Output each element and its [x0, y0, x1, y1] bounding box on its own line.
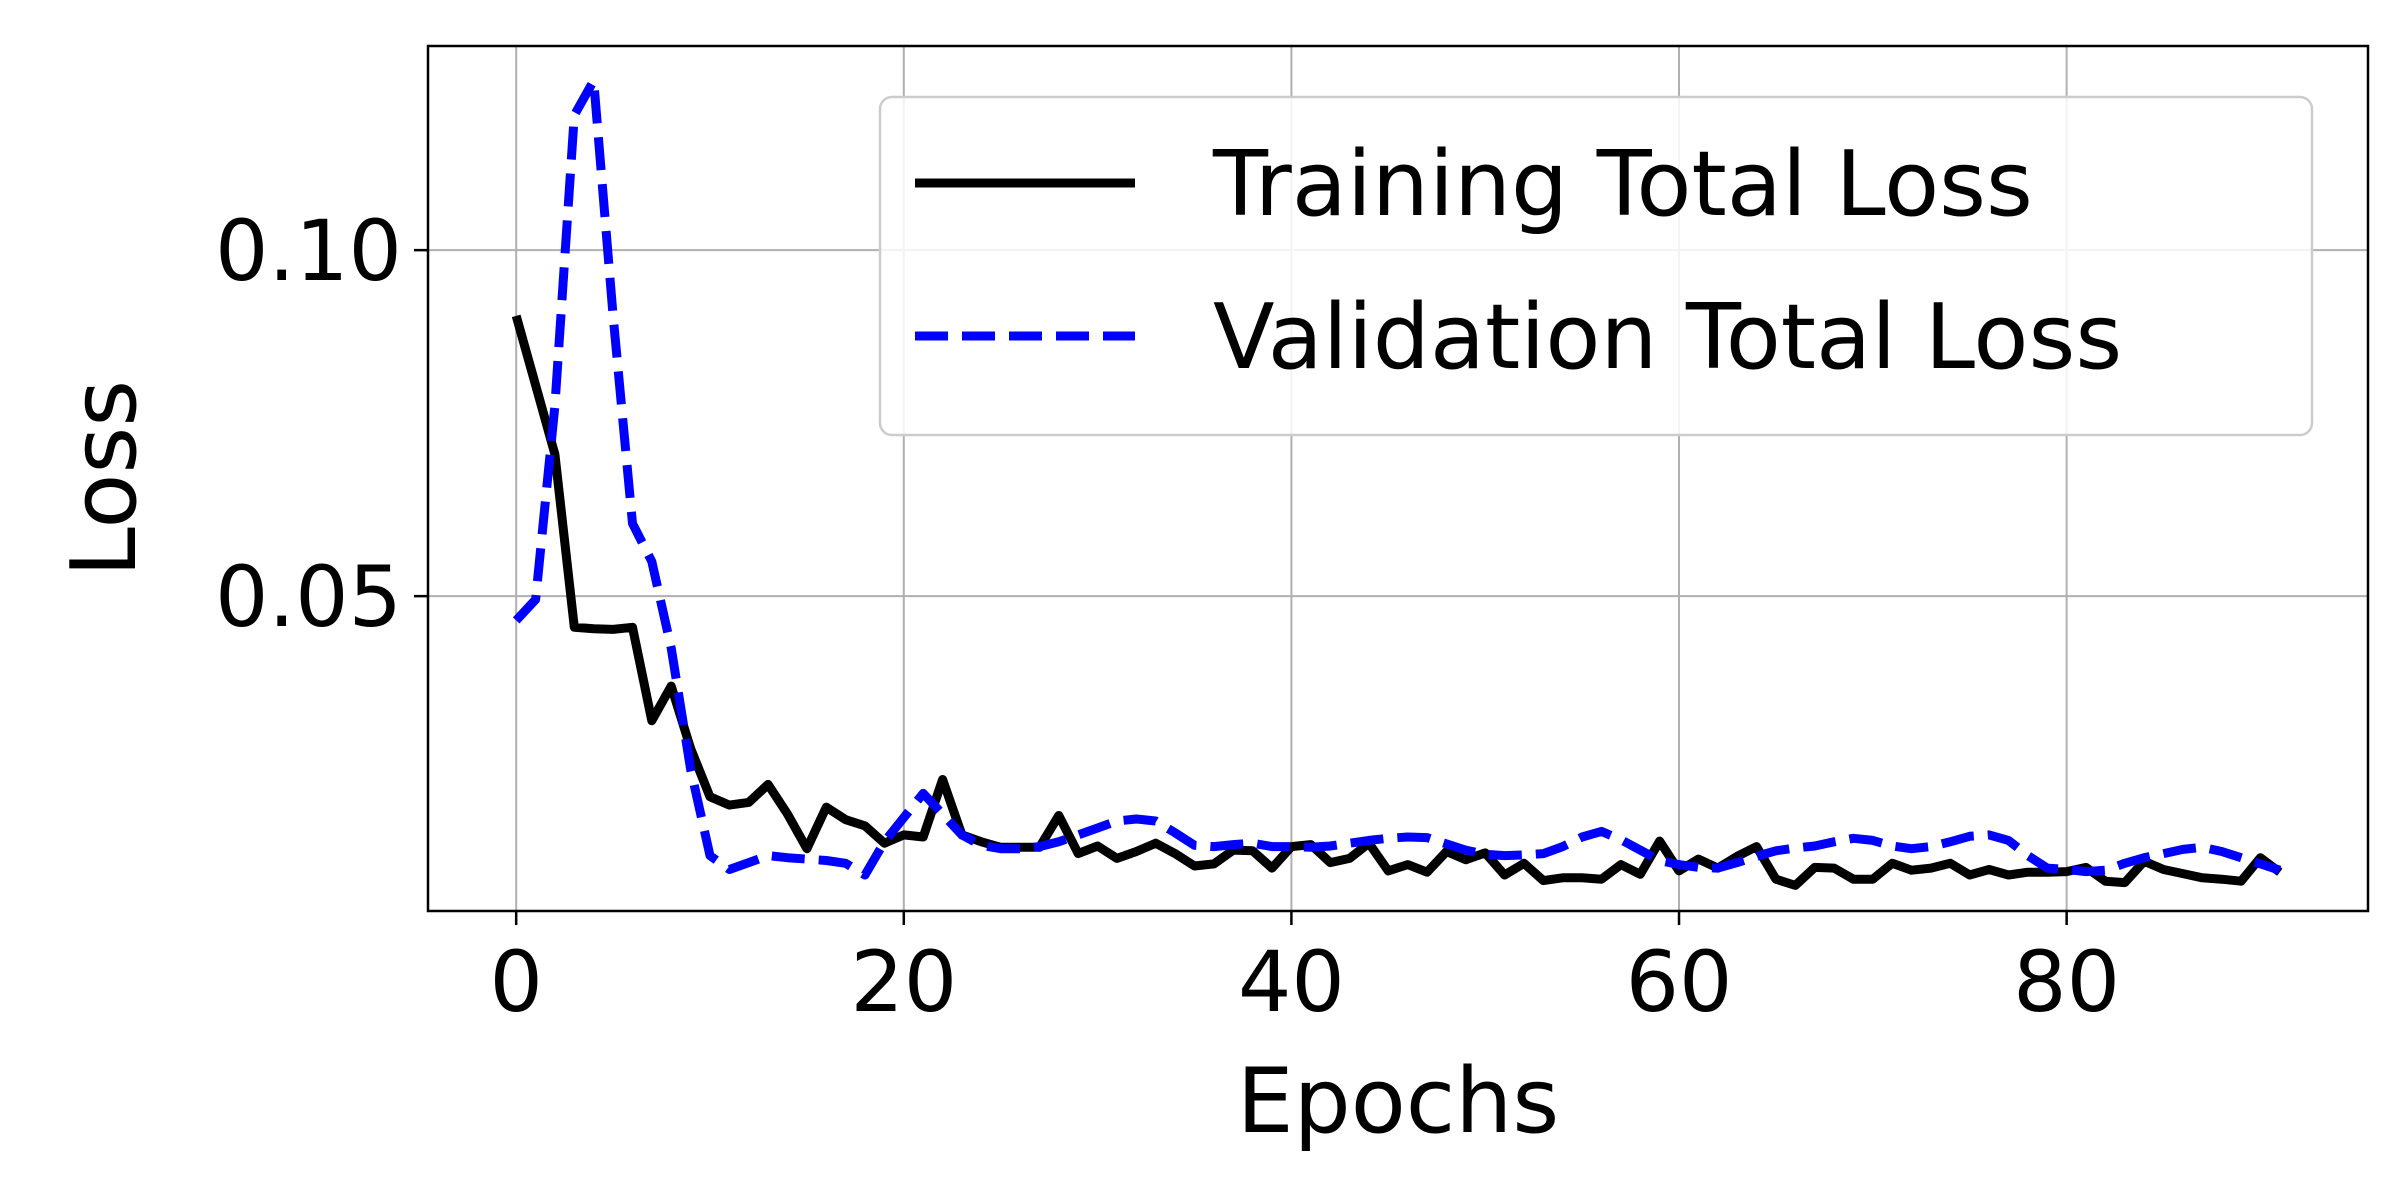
plot-frame [426, 44, 2370, 913]
x-tick-label: 80 [2013, 933, 2120, 1031]
legend: Training Total Loss Validation Total Los… [878, 95, 2314, 437]
x-tick-label: 0 [489, 933, 542, 1031]
y-axis-title: Loss [52, 380, 157, 577]
y-tick-label: 0.10 [215, 202, 402, 300]
x-tick-label: 20 [850, 933, 957, 1031]
legend-box [878, 95, 2314, 437]
training-loss-line [511, 314, 2283, 890]
x-tick-label: 40 [1238, 933, 1345, 1031]
x-tick-label: 60 [1626, 933, 1733, 1031]
legend-label-training: Training Total Loss [1212, 132, 2033, 237]
series-lines [511, 76, 2283, 890]
y-tick-label: 0.05 [215, 548, 402, 646]
legend-label-validation: Validation Total Loss [1213, 285, 2122, 390]
axis-ticks: 0 20 40 60 80 0.05 0.10 [215, 202, 2120, 1031]
x-axis-title: Epochs [1237, 1049, 1559, 1154]
validation-loss-line [512, 76, 2282, 880]
